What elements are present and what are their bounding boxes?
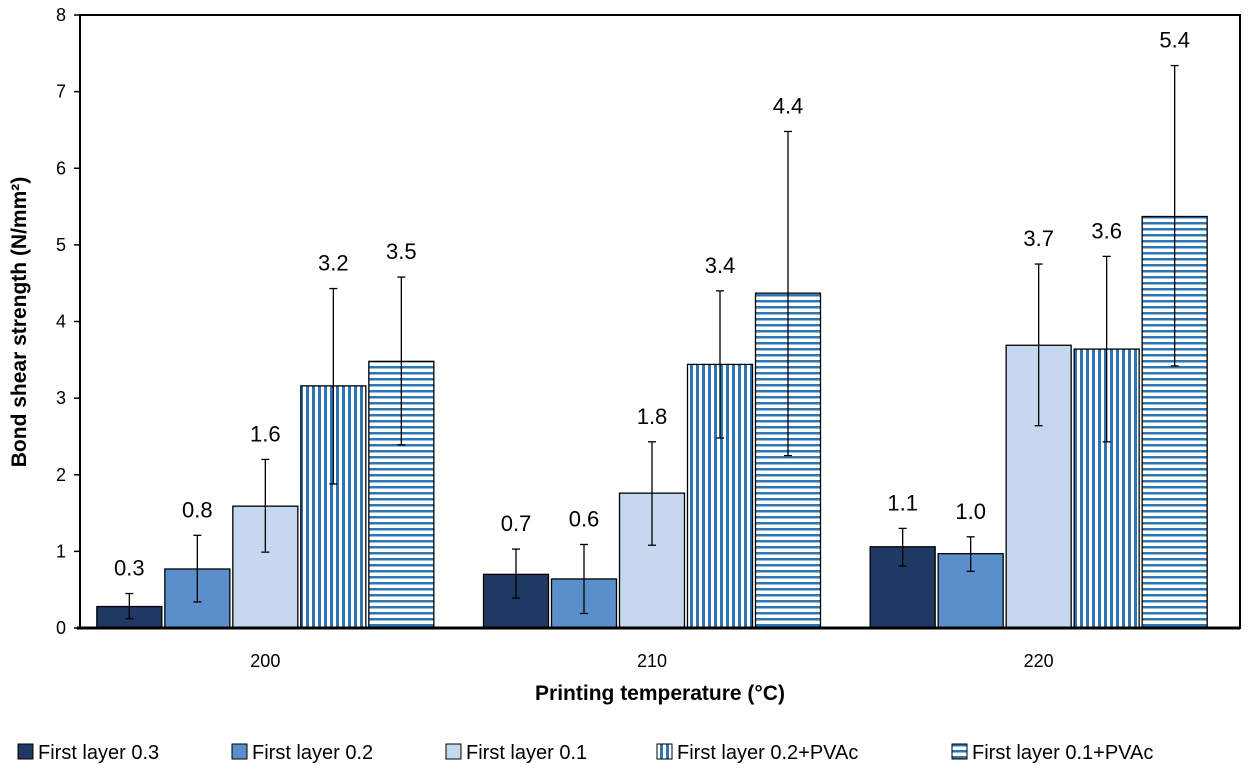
y-tick-label: 1 [56, 541, 66, 561]
y-tick-label: 7 [56, 82, 66, 102]
x-tick-label: 220 [1024, 651, 1054, 671]
y-tick-label: 6 [56, 158, 66, 178]
x-axis-title: Printing temperature (°C) [535, 682, 785, 705]
y-tick-label: 3 [56, 388, 66, 408]
y-tick-label: 2 [56, 465, 66, 485]
legend-label: First layer 0.2+PVAc [677, 742, 858, 764]
legend-swatch [951, 743, 968, 760]
data-label: 0.7 [501, 511, 532, 536]
legend-label: First layer 0.3 [38, 742, 159, 764]
data-label: 4.4 [773, 93, 804, 118]
legend-label: First layer 0.1+PVAc [972, 742, 1153, 764]
legend-label: First layer 0.1 [466, 742, 587, 764]
x-tick-label: 200 [250, 651, 280, 671]
y-tick-label: 0 [56, 618, 66, 638]
data-label: 1.0 [955, 499, 986, 524]
data-label: 0.8 [182, 497, 213, 522]
data-label: 3.4 [705, 253, 736, 278]
data-label: 3.7 [1023, 226, 1054, 251]
data-label: 5.4 [1159, 28, 1190, 53]
legend: First layer 0.3 First layer 0.2 First laye… [17, 742, 1153, 764]
data-label: 0.6 [569, 506, 600, 531]
legend-swatch [17, 743, 34, 760]
data-label: 1.1 [887, 490, 918, 515]
x-tick-label: 210 [637, 651, 667, 671]
legend-swatch [231, 743, 248, 760]
legend-swatch [445, 743, 462, 760]
data-label: 1.6 [250, 421, 281, 446]
data-label: 0.3 [114, 556, 145, 581]
data-label: 3.6 [1091, 218, 1122, 243]
y-tick-label: 5 [56, 235, 66, 255]
data-label: 3.5 [386, 239, 417, 264]
legend-label: First layer 0.2 [252, 742, 373, 764]
data-label: 1.8 [637, 404, 668, 429]
y-axis-title: Bond shear strength (N/mm²) [8, 177, 31, 468]
y-tick-label: 4 [56, 312, 66, 332]
y-tick-label: 8 [56, 5, 66, 25]
legend-swatch [656, 743, 673, 760]
data-label: 3.2 [318, 251, 349, 276]
